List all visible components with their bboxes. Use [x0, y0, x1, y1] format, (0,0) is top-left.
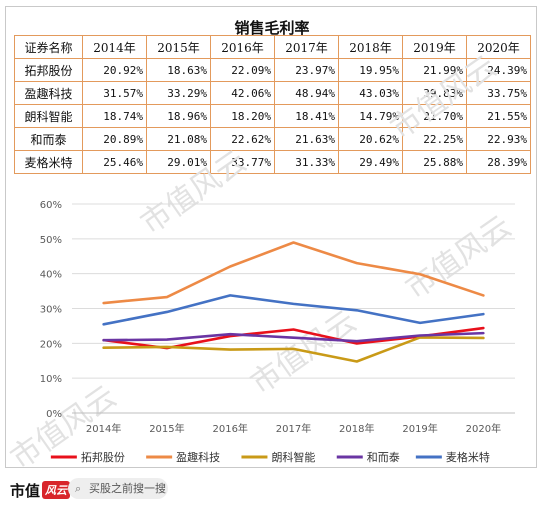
chart-frame: 销售毛利率 证券名称 2014年 2015年 2016年 2017年 2018年…	[5, 6, 537, 468]
brand-mark: 风云	[42, 481, 71, 499]
margin-value-cell: 24.39%	[466, 58, 531, 82]
margin-value-cell: 33.75%	[466, 81, 531, 105]
x-tick-label: 2017年	[276, 422, 311, 435]
security-name-cell: 麦格米特	[14, 150, 83, 174]
legend-label: 和而泰	[367, 450, 400, 464]
margin-value-cell: 42.06%	[210, 81, 275, 105]
search-text: 买股之前搜一搜	[89, 482, 166, 495]
search-icon: ⌕	[75, 482, 82, 495]
header-year: 2019年	[402, 35, 467, 59]
margin-value-cell: 33.29%	[146, 81, 211, 105]
header-year: 2015年	[146, 35, 211, 59]
security-name-cell: 拓邦股份	[14, 58, 83, 82]
margin-value-cell: 21.55%	[466, 104, 531, 128]
y-tick-label: 0%	[46, 409, 62, 420]
y-tick-label: 20%	[40, 339, 62, 350]
x-tick-label: 2015年	[149, 422, 184, 435]
margin-value-cell: 22.25%	[402, 127, 467, 151]
watermark-text: 市值风云	[400, 209, 518, 306]
header-security-name: 证券名称	[14, 35, 83, 59]
margin-value-cell: 21.08%	[146, 127, 211, 151]
margin-value-cell: 21.63%	[274, 127, 339, 151]
table-title: 销售毛利率	[234, 19, 310, 37]
y-tick-label: 60%	[40, 200, 62, 211]
header-year: 2018年	[338, 35, 403, 59]
x-tick-label: 2018年	[339, 422, 374, 435]
y-tick-label: 40%	[40, 270, 62, 281]
gross-margin-table: 证券名称 2014年 2015年 2016年 2017年 2018年 2019年…	[14, 35, 531, 174]
table-header-row: 证券名称 2014年 2015年 2016年 2017年 2018年 2019年…	[14, 35, 531, 59]
margin-value-cell: 18.74%	[82, 104, 147, 128]
header-year: 2020年	[466, 35, 531, 59]
margin-value-cell: 29.01%	[146, 150, 211, 174]
x-tick-label: 2020年	[466, 422, 501, 435]
series-line	[102, 331, 485, 343]
margin-value-cell: 14.79%	[338, 104, 403, 128]
margin-value-cell: 29.49%	[338, 150, 403, 174]
y-tick-label: 30%	[40, 305, 62, 316]
margin-value-cell: 18.63%	[146, 58, 211, 82]
x-tick-label: 2014年	[86, 422, 121, 435]
margin-value-cell: 21.99%	[402, 58, 467, 82]
watermark-text: 市值风云	[385, 49, 503, 146]
margin-value-cell: 19.95%	[338, 58, 403, 82]
series-line	[102, 294, 485, 326]
brand-logo: 市值 风云	[10, 480, 71, 501]
x-tick-label: 2019年	[402, 422, 437, 435]
table-row: 朗科智能 18.74% 18.96% 18.20% 18.41% 14.79% 21.70%…	[14, 104, 531, 128]
margin-value-cell: 23.97%	[274, 58, 339, 82]
margin-value-cell: 18.41%	[274, 104, 339, 128]
margin-value-cell: 20.92%	[82, 58, 147, 82]
watermark-text: 市值风云	[135, 144, 253, 241]
series-line	[102, 241, 485, 305]
margin-value-cell: 18.96%	[146, 104, 211, 128]
table-row: 盈趣科技 31.57% 33.29% 42.06% 48.94% 43.03% 39.83%…	[14, 81, 531, 105]
table-row: 拓邦股份 20.92% 18.63% 22.09% 23.97% 19.95% 21.99%…	[14, 58, 531, 82]
margin-value-cell: 28.39%	[466, 150, 531, 174]
legend-label: 朗科智能	[271, 450, 315, 464]
margin-value-cell: 20.62%	[338, 127, 403, 151]
search-box[interactable]: ⌕ 买股之前搜一搜	[68, 478, 168, 499]
series-line	[102, 336, 485, 363]
watermark-text: 市值风云	[245, 304, 363, 401]
y-tick-label: 50%	[40, 235, 62, 246]
footer-bar: 市值 风云 ⌕ 买股之前搜一搜	[0, 470, 542, 507]
margin-value-cell: 31.33%	[274, 150, 339, 174]
y-tick-label: 10%	[40, 374, 62, 385]
gross-margin-line-chart: 市值风云市值风云市值风云市值风云市值风云0%10%20%30%40%50%60%…	[5, 49, 518, 470]
margin-value-cell: 25.46%	[82, 150, 147, 174]
legend-label: 拓邦股份	[81, 450, 125, 464]
x-tick-label: 2016年	[212, 422, 247, 435]
legend-label: 麦格米特	[446, 450, 490, 464]
margin-value-cell: 33.77%	[210, 150, 275, 174]
legend-label: 盈趣科技	[176, 450, 220, 464]
table-row: 麦格米特 25.46% 29.01% 33.77% 31.33% 29.49% 25.88%…	[14, 150, 531, 174]
margin-value-cell: 25.88%	[402, 150, 467, 174]
brand-text: 市值	[10, 482, 41, 500]
security-name-cell: 朗科智能	[14, 104, 83, 128]
